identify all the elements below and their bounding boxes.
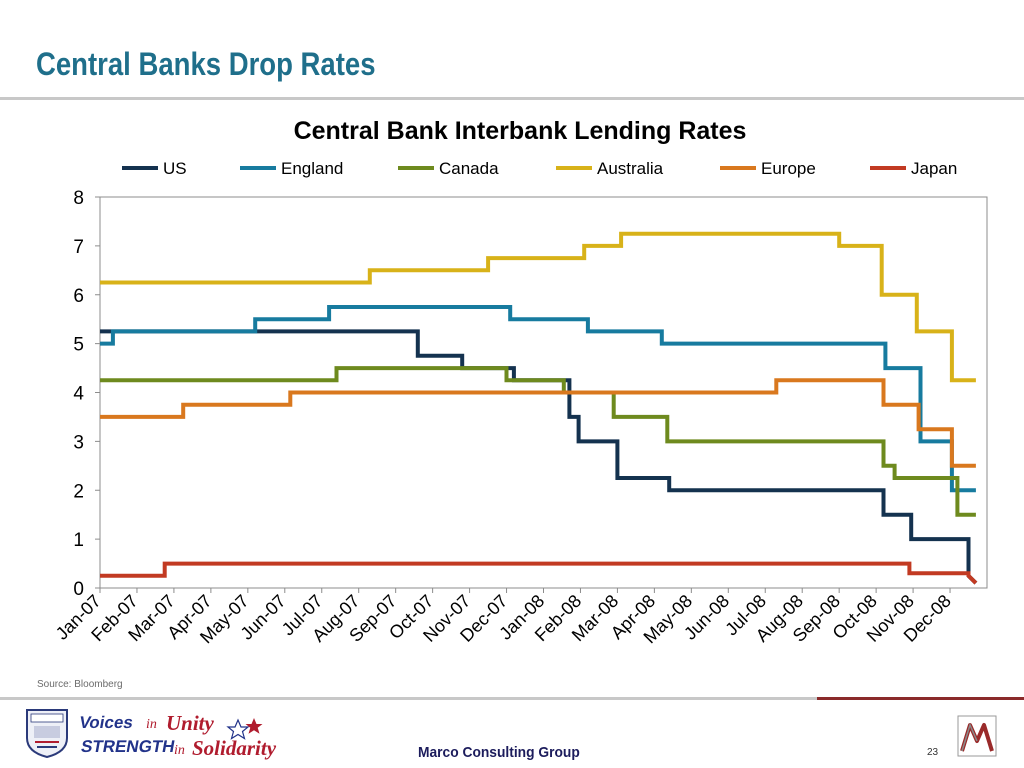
logo-word: STRENGTH bbox=[80, 736, 177, 756]
y-tick-label: 4 bbox=[73, 384, 84, 405]
legend-label: Canada bbox=[439, 159, 499, 178]
line-chart: Central Bank Interbank Lending Rates US E… bbox=[52, 117, 988, 647]
y-tick-label: 7 bbox=[73, 237, 84, 258]
logo-word: Solidarity bbox=[192, 736, 277, 760]
voices-in-unity-logo: Voices in Unity STRENGTH in Solidarity bbox=[78, 711, 277, 760]
legend-label: Australia bbox=[597, 159, 664, 178]
union-badge-logo bbox=[26, 709, 68, 758]
footer-divider-accent bbox=[817, 697, 1024, 700]
y-tick-label: 1 bbox=[73, 530, 84, 551]
series-line bbox=[100, 329, 978, 585]
y-tick-label: 6 bbox=[73, 286, 84, 307]
title-divider bbox=[0, 97, 1024, 100]
logo-word: in bbox=[146, 717, 157, 732]
x-axis: Jan-07Feb-07Mar-07Apr-07May-07Jun-07Jul-… bbox=[52, 588, 955, 647]
logo-word: Voices bbox=[78, 712, 135, 732]
y-tick-label: 0 bbox=[73, 579, 84, 600]
legend-label: England bbox=[281, 159, 343, 178]
chart-title: Central Bank Interbank Lending Rates bbox=[294, 117, 747, 145]
logo-word: in bbox=[174, 743, 185, 758]
page-number: 23 bbox=[927, 747, 939, 758]
marco-consulting-logo bbox=[957, 715, 997, 757]
series-line bbox=[100, 366, 976, 517]
legend-label: Europe bbox=[761, 159, 816, 178]
y-axis: 0 1 2 3 4 5 6 7 8 bbox=[73, 188, 100, 600]
series-line bbox=[100, 561, 978, 585]
legend-label: US bbox=[163, 159, 187, 178]
source-note: Source: Bloomberg bbox=[37, 679, 123, 690]
slide-title: Central Banks Drop Rates bbox=[36, 46, 376, 82]
y-tick-label: 5 bbox=[73, 335, 84, 356]
y-tick-label: 3 bbox=[73, 432, 84, 453]
series-line bbox=[100, 378, 976, 468]
y-tick-label: 8 bbox=[73, 188, 84, 209]
legend-label: Japan bbox=[911, 159, 957, 178]
series-line bbox=[100, 231, 976, 383]
series-lines bbox=[100, 231, 978, 585]
chart-legend: US England Canada Australia Europe Japan bbox=[122, 159, 957, 178]
logo-word: Unity bbox=[166, 711, 215, 735]
y-tick-label: 2 bbox=[73, 481, 84, 502]
company-name: Marco Consulting Group bbox=[418, 744, 580, 761]
footer-divider bbox=[0, 697, 817, 700]
